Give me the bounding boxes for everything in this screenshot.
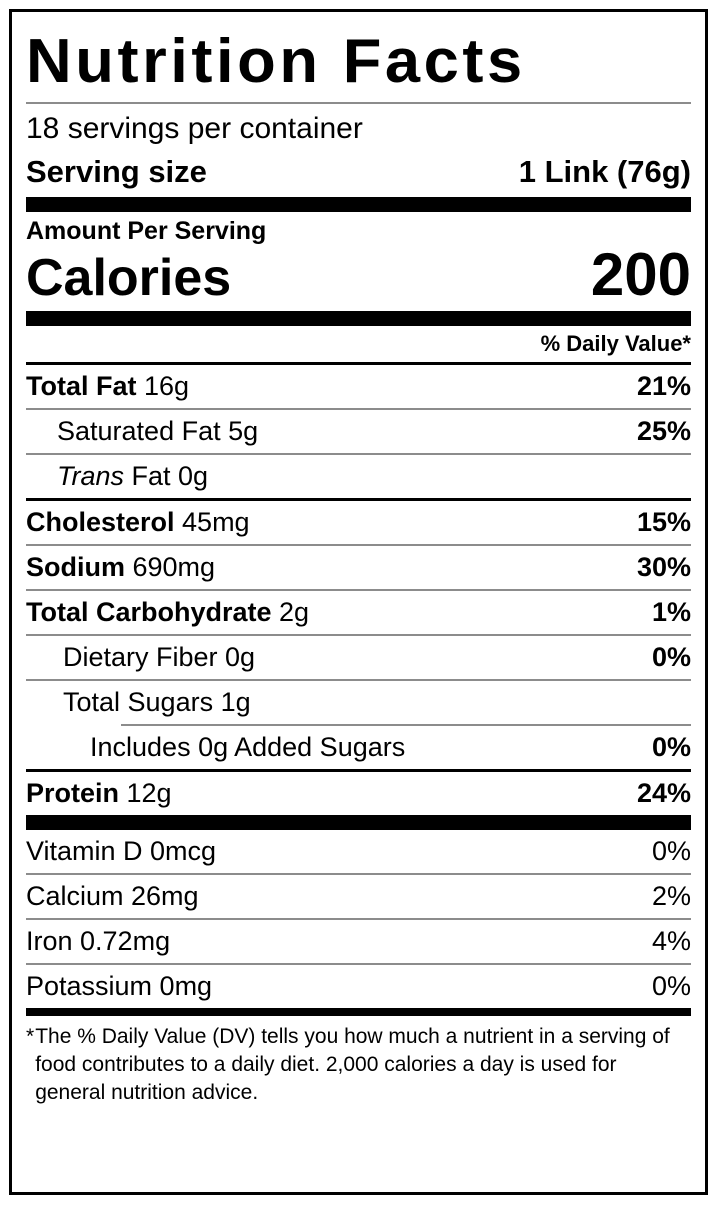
nutrient-row-total-carbohydrate: Total Carbohydrate 2g 1% [26,591,691,634]
calories-value: 200 [590,241,691,308]
daily-value-header: % Daily Value* [540,331,691,356]
micronutrient-name-iron: Iron 0.72mg [26,926,171,956]
serving-size-row: Serving size 1 Link (76g) [26,151,691,197]
nutrient-name-protein: Protein 12g [26,776,172,811]
serving-size-value: 1 Link (76g) [518,154,691,189]
row-divider [26,498,691,501]
serving-size-label: Serving size [26,154,207,189]
nutrient-row-trans-fat: Trans Fat 0g [26,455,691,498]
calories-row: Calories 200 [26,241,691,311]
divider-thick-after-protein [26,815,691,830]
nutrient-amount: 690mg [125,552,216,582]
nutrient-percent-saturated-fat: 25% [636,416,691,446]
micronutrient-name-calcium: Calcium 26mg [26,881,199,911]
footnote-asterisk: * [26,1025,35,1048]
micronutrient-row-calcium: Calcium 26mg 2% [26,875,691,918]
nutrient-name-total-fat: Total Fat 16g [26,369,189,404]
micronutrient-percent-iron: 4% [651,926,691,956]
nutrient-name-bold: Total Carbohydrate [26,597,272,627]
title-divider [26,102,691,104]
nutrient-name-bold: Cholesterol [26,507,175,537]
nutrient-amount: 45mg [174,507,250,537]
nutrient-name-bold: Sodium [26,552,125,582]
row-divider-indented [121,724,691,726]
row-divider [26,589,691,591]
nutrient-row-sodium: Sodium 690mg 30% [26,546,691,589]
nutrient-name-cholesterol: Cholesterol 45mg [26,505,250,540]
nutrient-name-italic: Trans [57,461,125,491]
nutrient-row-protein: Protein 12g 24% [26,772,691,815]
nutrient-amount: Fat 0g [124,461,209,491]
row-divider [26,873,691,875]
row-divider [26,634,691,636]
row-divider [26,918,691,920]
nutrient-row-total-sugars: Total Sugars 1g [26,681,691,724]
footnote: * The % Daily Value (DV) tells you how m… [26,1016,691,1107]
nutrient-name-saturated-fat: Saturated Fat 5g [57,416,259,446]
nutrient-name-total-carbohydrate: Total Carbohydrate 2g [26,595,309,630]
nutrient-name-bold: Total Fat [26,371,137,401]
nutrient-percent-cholesterol: 15% [636,507,691,537]
nutrient-row-total-fat: Total Fat 16g 21% [26,365,691,408]
nutrient-percent-protein: 24% [636,778,691,808]
nutrient-name-bold: Protein [26,778,120,808]
nutrition-facts-label: Nutrition Facts 18 servings per containe… [9,9,708,1195]
nutrient-row-saturated-fat: Saturated Fat 5g 25% [26,410,691,453]
nutrient-name-added-sugars: Includes 0g Added Sugars [90,732,406,762]
divider-thick-after-serving [26,197,691,212]
servings-per-container: 18 servings per container [26,112,363,145]
nutrient-amount: 16g [136,371,190,401]
micronutrient-percent-calcium: 2% [651,881,691,911]
nutrient-amount: 2g [271,597,310,627]
row-divider-indented-wrap [26,724,691,726]
nutrient-row-cholesterol: Cholesterol 45mg 15% [26,501,691,544]
nutrient-percent-added-sugars: 0% [651,732,691,762]
nutrient-percent-total-carbohydrate: 1% [651,597,691,627]
row-divider [26,544,691,546]
divider-before-footnote [26,1008,691,1016]
micronutrient-row-iron: Iron 0.72mg 4% [26,920,691,963]
row-divider [26,453,691,455]
micronutrient-percent-vitamin-d: 0% [651,836,691,866]
nutrient-row-added-sugars: Includes 0g Added Sugars 0% [26,726,691,769]
micronutrient-row-vitamin-d: Vitamin D 0mcg 0% [26,830,691,873]
row-divider [26,408,691,410]
micronutrient-name-vitamin-d: Vitamin D 0mcg [26,836,217,866]
nutrient-name-trans-fat: Trans Fat 0g [26,459,208,494]
row-divider [26,679,691,681]
calories-label: Calories [26,249,232,307]
nutrient-name-sodium: Sodium 690mg [26,550,215,585]
row-divider [26,769,691,772]
amount-per-serving-label: Amount Per Serving [26,217,267,245]
nutrient-amount: 12g [119,778,172,808]
divider-thick-after-calories [26,311,691,326]
nutrient-name-total-sugars: Total Sugars 1g [63,687,251,717]
micronutrient-percent-potassium: 0% [651,971,691,1001]
micronutrient-row-potassium: Potassium 0mg 0% [26,965,691,1008]
page-title: Nutrition Facts [26,27,526,96]
nutrient-row-dietary-fiber: Dietary Fiber 0g 0% [26,636,691,679]
nutrient-percent-total-fat: 21% [636,371,691,401]
micronutrient-name-potassium: Potassium 0mg [26,971,213,1001]
divider-after-dv-header [26,362,691,365]
nutrient-name-dietary-fiber: Dietary Fiber 0g [63,642,256,672]
nutrient-percent-sodium: 30% [636,552,691,582]
nutrient-percent-dietary-fiber: 0% [651,642,691,672]
row-divider [26,963,691,965]
footnote-text: The % Daily Value (DV) tells you how muc… [35,1025,670,1104]
